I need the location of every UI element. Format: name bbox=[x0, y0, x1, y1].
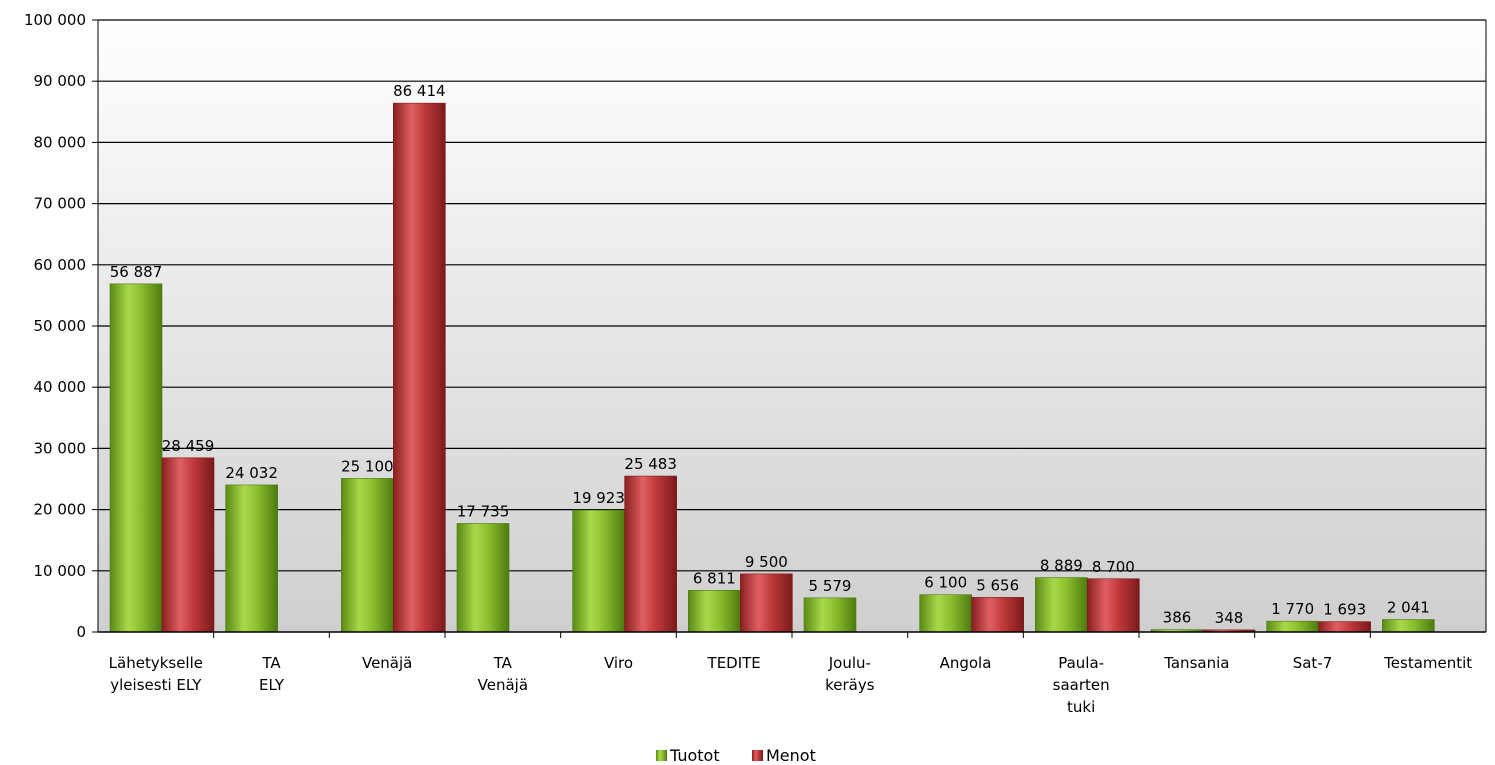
data-label: 5 656 bbox=[976, 576, 1019, 594]
y-tick-label: 50 000 bbox=[34, 317, 87, 335]
bar-tuotot bbox=[225, 484, 278, 633]
x-category-label: Venäjä bbox=[478, 676, 528, 694]
data-label: 86 414 bbox=[393, 82, 446, 100]
data-label: 1 770 bbox=[1271, 600, 1314, 618]
bar-tuotot bbox=[1266, 620, 1319, 633]
y-tick-label: 20 000 bbox=[34, 501, 87, 519]
data-label: 6 100 bbox=[924, 574, 967, 592]
bar-tuotot bbox=[803, 597, 857, 633]
x-category-label: saarten bbox=[1053, 676, 1110, 694]
data-label: 8 700 bbox=[1092, 558, 1135, 576]
y-tick-label: 0 bbox=[76, 623, 86, 641]
bar-tuotot bbox=[1382, 619, 1435, 633]
y-tick-label: 70 000 bbox=[34, 195, 87, 213]
bar-tuotot bbox=[572, 509, 625, 633]
y-tick-label: 80 000 bbox=[34, 133, 87, 151]
legend-label: Menot bbox=[766, 746, 816, 765]
x-category-label: Tansania bbox=[1163, 654, 1229, 672]
y-tick-label: 100 000 bbox=[24, 11, 86, 29]
x-category-label: Lähetykselle bbox=[109, 654, 203, 672]
bar-tuotot bbox=[341, 478, 394, 633]
bar-menot bbox=[971, 597, 1024, 633]
data-label: 8 889 bbox=[1040, 557, 1083, 575]
data-label: 25 100 bbox=[341, 457, 394, 475]
bar-tuotot bbox=[109, 283, 163, 633]
legend-swatch-menot bbox=[752, 750, 763, 761]
bar-menot bbox=[161, 457, 215, 633]
gridlines bbox=[98, 19, 1486, 572]
x-category-label: tuki bbox=[1067, 698, 1095, 716]
legend-label: Tuotot bbox=[669, 746, 720, 765]
bar-tuotot bbox=[919, 594, 972, 633]
data-label: 9 500 bbox=[745, 553, 788, 571]
data-label: 28 459 bbox=[162, 437, 215, 455]
y-tick-label: 10 000 bbox=[34, 562, 87, 580]
legend: Tuotot Menot bbox=[656, 746, 816, 765]
data-label: 2 041 bbox=[1387, 599, 1430, 617]
bar-tuotot bbox=[456, 523, 510, 633]
bar-menot bbox=[393, 102, 446, 633]
y-tick-label: 60 000 bbox=[34, 256, 87, 274]
data-labels: 56 887 28 459 24 032 25 100 86 414 17 735 19 9… bbox=[110, 82, 1430, 627]
bar-menot bbox=[1318, 621, 1371, 633]
x-category-label: Venäjä bbox=[362, 654, 412, 672]
y-axis-ticks: 0 10 000 20 000 30 000 40 000 50 000 60 000 70 … bbox=[24, 11, 98, 641]
data-label: 5 579 bbox=[809, 577, 852, 595]
bar-tuotot bbox=[688, 590, 741, 633]
x-category-label: Joulu- bbox=[828, 654, 871, 672]
x-axis-categories: Lähetykselle yleisesti ELY TA ELY Venäjä TA Ve… bbox=[109, 632, 1472, 716]
bar-menot bbox=[1087, 578, 1140, 633]
data-label: 1 693 bbox=[1323, 601, 1366, 619]
bars bbox=[109, 102, 1435, 633]
data-label: 17 735 bbox=[457, 502, 510, 520]
x-category-label: Viro bbox=[604, 654, 633, 672]
data-label: 19 923 bbox=[572, 489, 625, 507]
bar-menot bbox=[740, 573, 793, 633]
y-tick-label: 40 000 bbox=[34, 378, 87, 396]
bar-menot bbox=[624, 475, 677, 633]
legend-swatch-tuotot bbox=[656, 750, 667, 761]
data-label: 386 bbox=[1163, 609, 1192, 627]
y-tick-label: 30 000 bbox=[34, 439, 87, 457]
x-category-label: yleisesti ELY bbox=[110, 676, 202, 694]
x-category-label: keräys bbox=[825, 676, 875, 694]
y-tick-label: 90 000 bbox=[34, 72, 87, 90]
x-category-label: TA bbox=[261, 654, 281, 672]
data-label: 56 887 bbox=[110, 263, 163, 281]
data-label: 348 bbox=[1215, 609, 1244, 627]
x-category-label: Sat-7 bbox=[1293, 654, 1333, 672]
x-category-label: Angola bbox=[940, 654, 992, 672]
x-category-label: Testamentit bbox=[1383, 654, 1472, 672]
x-category-label: Paula- bbox=[1058, 654, 1104, 672]
bar-tuotot bbox=[1035, 577, 1088, 633]
x-category-label: TEDITE bbox=[707, 654, 761, 672]
x-category-label: TA bbox=[493, 654, 513, 672]
data-label: 25 483 bbox=[624, 455, 677, 473]
x-category-label: ELY bbox=[259, 676, 285, 694]
data-label: 6 811 bbox=[693, 569, 736, 587]
data-label: 24 032 bbox=[225, 464, 278, 482]
